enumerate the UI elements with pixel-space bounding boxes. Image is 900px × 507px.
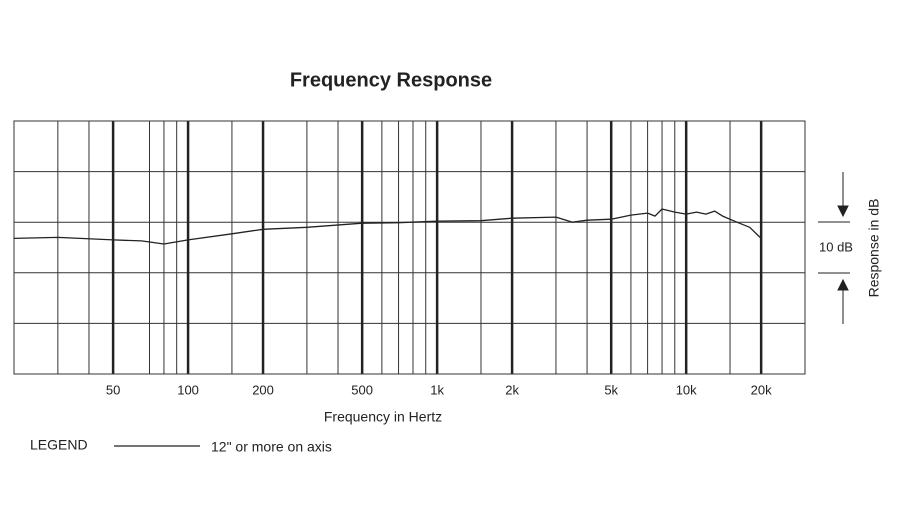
x-tick-label: 20k bbox=[751, 382, 772, 397]
chart-title: Frequency Response bbox=[290, 69, 492, 91]
x-tick-label: 500 bbox=[351, 382, 373, 397]
legend-label: 12" or more on axis bbox=[211, 439, 332, 455]
y-axis-label: Response in dB bbox=[866, 199, 882, 298]
series-line bbox=[13, 208, 762, 245]
scale-annotation: 10 dB bbox=[819, 239, 853, 254]
x-tick-label: 100 bbox=[177, 382, 199, 397]
plot-frame bbox=[13, 120, 806, 375]
x-tick-label: 50 bbox=[106, 382, 120, 397]
x-tick-label: 10k bbox=[676, 382, 697, 397]
scale-arrows bbox=[818, 172, 850, 324]
legend-title: LEGEND bbox=[30, 437, 88, 453]
x-tick-label: 5k bbox=[604, 382, 618, 397]
x-axis-label: Frequency in Hertz bbox=[324, 409, 442, 425]
x-tick-label: 2k bbox=[505, 382, 519, 397]
x-tick-label: 1k bbox=[430, 382, 444, 397]
x-tick-label: 200 bbox=[252, 382, 274, 397]
